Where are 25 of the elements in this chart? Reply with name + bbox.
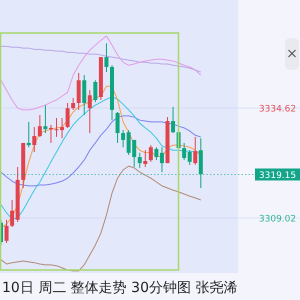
candlestick [88,90,92,134]
candlestick [66,102,70,128]
candlestick [171,106,176,134]
candlestick [76,72,81,110]
candlestick [193,136,198,166]
candlestick [93,80,98,103]
ref-line-label: 3319.15 [258,170,296,181]
y-tick-label: 3334.62 [258,104,296,115]
line-series [0,166,202,272]
candlestick [104,42,108,73]
candlestick [32,126,36,152]
candlestick [43,104,48,134]
text: 10日 周二 整体走势 30分钟图 张尧浠 [2,280,238,296]
candlestick [143,150,148,168]
candlestick [4,219,9,244]
candlestick [26,121,31,148]
candlestick [148,144,153,162]
line-series [0,46,202,73]
candlestick [71,97,76,110]
y-tick-label: 3309.02 [258,214,296,224]
line-series [0,36,202,110]
candlestick [138,152,142,168]
candlestick [116,112,120,144]
candlestick [82,74,86,116]
candlestick [38,114,42,138]
